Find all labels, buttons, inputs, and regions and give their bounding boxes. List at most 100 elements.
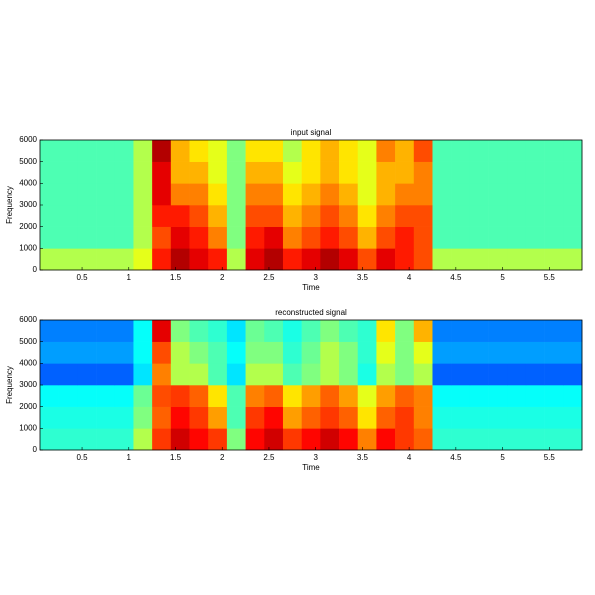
spectrogram-cell [245, 140, 265, 162]
y-tick-label: 5000 [19, 157, 37, 166]
spectrogram-cell [264, 363, 284, 386]
spectrogram-cell [301, 385, 321, 407]
spectrogram-cell [376, 226, 396, 249]
spectrogram-cell [488, 140, 508, 162]
spectrogram-cell [507, 320, 527, 342]
spectrogram-cell [395, 140, 415, 162]
spectrogram-cell [245, 428, 265, 451]
spectrogram-cell [413, 406, 433, 429]
spectrogram-cell [40, 320, 59, 342]
spectrogram-cell [432, 248, 452, 271]
spectrogram-cell [320, 320, 340, 342]
spectrogram-cell [525, 320, 545, 342]
x-tick-label: 2.5 [263, 273, 275, 282]
spectrogram-cell [133, 385, 153, 407]
spectrogram-cell [208, 140, 228, 162]
spectrogram-cell [563, 140, 583, 162]
spectrogram-cell [282, 226, 302, 249]
spectrogram-cell [264, 205, 284, 227]
spectrogram-cell [226, 406, 246, 429]
y-tick-label: 6000 [19, 315, 37, 324]
spectrogram-cell [133, 406, 153, 429]
spectrogram-cell [376, 140, 396, 162]
spectrogram-cell [357, 140, 377, 162]
spectrogram-cell [376, 161, 396, 184]
spectrogram-cell [507, 183, 527, 206]
spectrogram-cell [395, 161, 415, 184]
spectrogram-cell [208, 183, 228, 206]
x-tick-label: 0.5 [76, 273, 88, 282]
spectrogram-cell [170, 341, 190, 364]
spectrogram-cell [320, 161, 340, 184]
spectrogram-cell [413, 205, 433, 227]
spectrogram-cell [245, 320, 265, 342]
spectrogram-cell [301, 161, 321, 184]
y-tick-label: 0 [33, 265, 38, 274]
spectrogram-cell [301, 140, 321, 162]
x-tick-label: 3 [313, 453, 318, 462]
spectrogram-cell [226, 140, 246, 162]
y-tick-label: 3000 [19, 380, 37, 389]
spectrogram-cell [301, 183, 321, 206]
spectrogram-cell [77, 183, 97, 206]
spectrogram-cell [264, 140, 284, 162]
spectrogram-cell [507, 428, 527, 451]
spectrogram-cell [469, 183, 489, 206]
spectrogram-cell [525, 341, 545, 364]
spectrogram-cell [189, 428, 209, 451]
spectrogram-cell [507, 385, 527, 407]
spectrogram-cell [189, 406, 209, 429]
spectrogram-cell [320, 248, 340, 271]
spectrogram-cell [544, 428, 564, 451]
spectrogram-cell [376, 363, 396, 386]
spectrogram-cell [357, 363, 377, 386]
spectrogram-cell [320, 183, 340, 206]
y-tick-label: 0 [33, 445, 38, 454]
spectrogram-cell [40, 183, 59, 206]
spectrogram-cell [245, 161, 265, 184]
spectrogram-cell [189, 183, 209, 206]
x-tick-label: 1.5 [170, 453, 182, 462]
spectrogram-cell [96, 140, 116, 162]
spectrogram-cell [301, 226, 321, 249]
spectrogram-cell [395, 363, 415, 386]
spectrogram-cell [189, 226, 209, 249]
spectrogram-cell [451, 205, 471, 227]
spectrogram-cell [282, 385, 302, 407]
spectrogram-cell [395, 183, 415, 206]
spectrogram-cell [507, 140, 527, 162]
spectrogram-cell [357, 248, 377, 271]
spectrogram-cell [320, 226, 340, 249]
spectrogram-cell [544, 406, 564, 429]
spectrogram-cell [282, 320, 302, 342]
spectrogram-cell [170, 226, 190, 249]
spectrogram-cell [96, 320, 116, 342]
spectrogram-cell [264, 161, 284, 184]
spectrogram-cell [282, 161, 302, 184]
spectrogram-cell [77, 428, 97, 451]
spectrogram-cell [208, 406, 228, 429]
spectrogram-cell [40, 140, 59, 162]
spectrogram-cell [133, 428, 153, 451]
x-tick-label: 5.5 [544, 453, 556, 462]
spectrogram-cell [395, 406, 415, 429]
spectrogram-cell [170, 140, 190, 162]
x-tick-label: 2.5 [263, 453, 275, 462]
spectrogram-cell [189, 341, 209, 364]
spectrogram-cell [282, 248, 302, 271]
spectrogram-cell [208, 205, 228, 227]
spectrogram-cell [488, 205, 508, 227]
x-tick-label: 3.5 [357, 453, 369, 462]
spectrogram-cell [208, 248, 228, 271]
spectrogram-cell [189, 205, 209, 227]
spectrogram-cell [170, 363, 190, 386]
spectrogram-cell [563, 226, 583, 249]
spectrogram-cell [357, 205, 377, 227]
x-tick-label: 1 [127, 273, 132, 282]
spectrogram-cell [245, 205, 265, 227]
y-tick-label: 2000 [19, 402, 37, 411]
spectrogram-cell [357, 183, 377, 206]
spectrogram-cell [40, 363, 59, 386]
y-tick-label: 1000 [19, 243, 37, 252]
spectrogram-cell [226, 248, 246, 271]
